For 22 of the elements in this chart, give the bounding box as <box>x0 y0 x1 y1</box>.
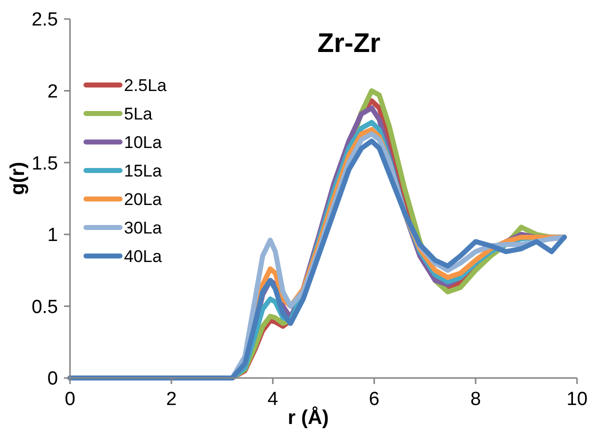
legend-label: 20La <box>124 190 162 209</box>
legend-label: 2.5La <box>124 76 168 95</box>
x-tick-label: 2 <box>166 389 177 410</box>
x-tick-label: 0 <box>64 389 76 410</box>
y-tick-label: 2 <box>47 81 58 102</box>
x-tick-label: 8 <box>470 389 481 410</box>
y-axis-title: g(r) <box>7 162 29 196</box>
y-tick-label: 2.5 <box>32 10 58 31</box>
legend-label: 15La <box>124 161 162 180</box>
legend-label: 40La <box>124 246 162 266</box>
x-tick-label: 6 <box>368 389 380 410</box>
x-tick-label: 4 <box>268 389 279 410</box>
y-tick-label: 0.5 <box>32 296 58 318</box>
legend-label: 10La <box>124 132 162 152</box>
legend-label: 30La <box>124 218 162 238</box>
y-tick-label: 1 <box>47 225 58 246</box>
y-tick-label: 0 <box>47 368 58 390</box>
x-tick-label: 10 <box>566 389 588 410</box>
legend-label: 5La <box>124 104 153 124</box>
chart-title: Zr-Zr <box>317 28 381 58</box>
y-tick-label: 1.5 <box>32 153 58 174</box>
x-axis-title: r (Å) <box>288 406 329 429</box>
